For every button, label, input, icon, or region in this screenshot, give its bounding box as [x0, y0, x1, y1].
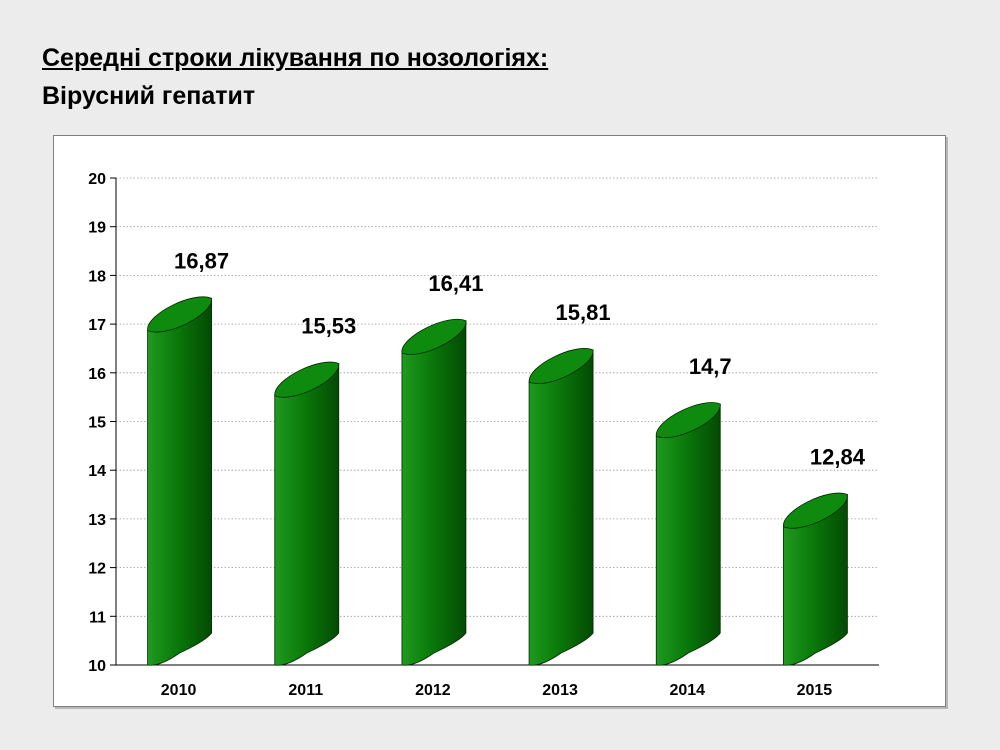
- bar: [401, 320, 467, 666]
- slide-title: Середні строки лікування по нозологіях:: [42, 44, 549, 72]
- y-tick-label: 14: [88, 463, 106, 480]
- chart-frame: 10 11 12 13 14 15 16 17 18 19 20 16,87 2010 15,53 201…: [53, 135, 946, 707]
- bar-value-label: 14,7: [689, 354, 732, 379]
- y-tick-label: 13: [88, 512, 106, 529]
- slide-subtitle: Вірусний гепатит: [42, 82, 256, 110]
- x-tick-label: 2012: [415, 682, 451, 699]
- bar: [147, 297, 212, 666]
- bar-value-label: 15,81: [556, 300, 611, 325]
- bar: [274, 363, 340, 666]
- y-tick-label: 16: [88, 366, 106, 383]
- bar-top: [528, 348, 594, 384]
- bar-value-label: 16,87: [174, 248, 229, 273]
- bar-value-label: 16,41: [428, 271, 483, 296]
- bar-value-label: 12,84: [810, 445, 866, 470]
- bar-top: [655, 402, 721, 438]
- bar-top: [147, 296, 212, 333]
- bar-top: [783, 492, 848, 529]
- y-tick-label: 19: [88, 220, 106, 237]
- bar-top: [401, 318, 467, 355]
- x-tick-label: 2014: [669, 682, 705, 699]
- y-tick-label: 12: [88, 561, 106, 578]
- x-tick-label: 2011: [288, 682, 323, 699]
- y-tick-label: 11: [89, 609, 106, 626]
- bar: [528, 349, 594, 666]
- y-tick-label: 17: [88, 317, 106, 334]
- x-tick-label: 2013: [542, 682, 578, 699]
- bar: [655, 403, 721, 666]
- y-tick-label: 10: [88, 658, 106, 675]
- bar: [783, 494, 848, 666]
- bar-chart: 10 11 12 13 14 15 16 17 18 19 20 16,87 2010 15,53 201…: [88, 171, 879, 699]
- bar-top: [274, 361, 340, 398]
- y-tick-label: 18: [88, 268, 106, 285]
- bar-value-label: 15,53: [301, 314, 356, 339]
- x-tick-label: 2015: [797, 682, 833, 699]
- x-tick-label: 2010: [161, 682, 197, 699]
- y-tick-label: 20: [88, 171, 106, 188]
- y-tick-label: 15: [88, 415, 106, 432]
